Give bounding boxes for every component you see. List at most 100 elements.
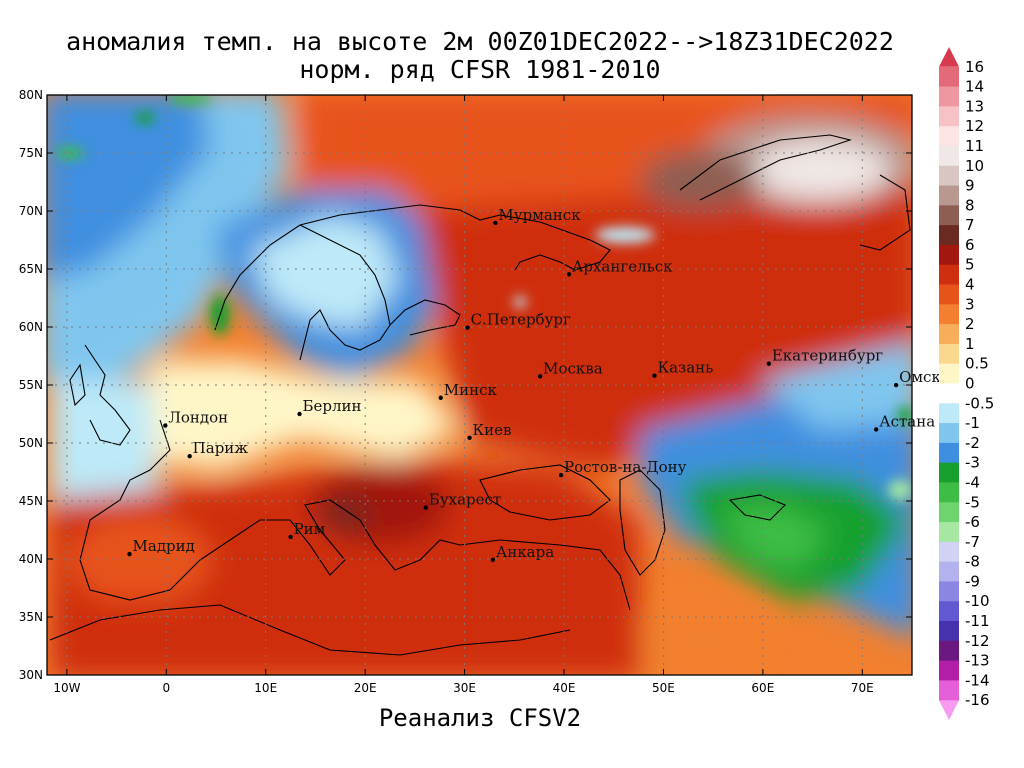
city-label: Астана	[879, 412, 935, 430]
coastlines	[49, 134, 911, 656]
legend-swatch	[939, 185, 959, 206]
legend-level-label: -0.5	[965, 394, 994, 412]
legend-swatch	[939, 264, 959, 286]
map-title-line-2: норм. ряд CFSR 1981-2010	[299, 55, 661, 84]
city-marker	[163, 423, 168, 428]
city-label: Мадрид	[133, 537, 195, 555]
legend-level-label: 5	[965, 256, 975, 274]
lon-tick-label: 10E	[254, 681, 277, 695]
city-marker	[297, 411, 302, 417]
legend-level-label: -2	[965, 434, 980, 452]
legend-level-label: -8	[965, 553, 980, 571]
city-label: Киев	[473, 421, 512, 439]
data-source-label: Реанализ CFSV2	[378, 704, 582, 732]
legend-swatch	[939, 601, 959, 622]
axis-ticks: 10W 0 10E 20E 30E 40E 50E 60E 70E 80N 75N 70N 65N 60N…	[19, 88, 912, 695]
legend-level-label: -10	[965, 592, 990, 610]
legend-level-label: 2	[965, 315, 975, 333]
legend-level-label: 3	[965, 295, 975, 313]
lat-tick-label: 75N	[19, 146, 43, 160]
legend-swatch	[939, 581, 959, 602]
legend-swatch	[939, 522, 959, 543]
graticule	[47, 95, 912, 675]
legend-swatch	[939, 423, 959, 444]
lat-tick-label: 30N	[19, 668, 43, 682]
legend-level-label: -1	[965, 414, 980, 432]
legend-swatch	[939, 403, 959, 424]
city-labels: Мурманск Архангельск С.Петербург Москва Каза…	[127, 206, 941, 563]
lon-tick-label: 10W	[53, 681, 80, 695]
legend-level-label: -5	[965, 493, 980, 511]
legend-level-label: -7	[965, 533, 980, 551]
legend-swatch	[939, 621, 959, 642]
legend-level-label: -14	[965, 671, 990, 689]
city-label: Рим	[294, 520, 326, 538]
legend-level-label: 0.5	[965, 355, 989, 373]
city-marker	[537, 374, 543, 379]
city-marker	[766, 361, 772, 366]
city-label: Омск	[899, 368, 941, 386]
city-label: Архангельск	[572, 257, 673, 275]
sweden-coast	[299, 224, 391, 361]
lat-tick-label: 55N	[19, 378, 43, 392]
city-marker	[558, 472, 564, 478]
legend-swatch	[939, 363, 959, 384]
city-label: Минск	[444, 381, 498, 399]
black-sea-coast	[479, 464, 611, 521]
city-marker	[893, 382, 899, 388]
lat-tick-label: 60N	[19, 320, 43, 334]
legend-swatch	[939, 304, 959, 325]
legend-level-label: -9	[965, 572, 980, 590]
aral-sea	[728, 494, 786, 521]
legend-level-label: 8	[965, 196, 975, 214]
city-label: С.Петербург	[471, 311, 571, 329]
scandinavia-kola-coast	[214, 204, 611, 331]
city-marker	[490, 557, 496, 563]
legend-level-label: 9	[965, 177, 975, 195]
city-marker	[423, 505, 429, 510]
lat-tick-label: 45N	[19, 494, 43, 508]
legend-swatch	[939, 541, 959, 563]
lat-tick-label: 70N	[19, 204, 43, 218]
legend-level-label: -11	[965, 612, 990, 630]
city-label: Бухарест	[429, 491, 501, 509]
city-marker	[288, 534, 293, 540]
city-label: Ростов-на-Дону	[564, 458, 687, 476]
legend-swatch	[939, 126, 959, 147]
yamal-coast	[859, 174, 911, 251]
legend-swatch	[939, 324, 959, 345]
lat-tick-label: 40N	[19, 552, 43, 566]
map-title-line-1: аномалия темп. на высоте 2м 00Z01DEC2022…	[66, 27, 894, 56]
city-marker	[438, 395, 443, 400]
mediterranean-north-coast	[79, 419, 631, 611]
lon-tick-label: 20E	[354, 681, 377, 695]
legend-level-label: 10	[965, 157, 984, 175]
legend-swatch	[939, 284, 959, 305]
legend-swatch	[939, 66, 959, 88]
legend-level-label: 14	[965, 78, 984, 96]
legend-level-label: 4	[965, 276, 975, 294]
finland-gulf	[389, 299, 461, 336]
legend-swatch	[939, 502, 959, 523]
britain-coast	[84, 344, 131, 446]
legend-swatch	[939, 86, 959, 107]
ireland-coast	[69, 363, 86, 407]
city-marker	[127, 551, 132, 557]
novaya-zemlya-coast	[679, 134, 852, 201]
legend-swatch-top-arrow	[939, 47, 959, 67]
city-label: Мурманск	[498, 206, 581, 224]
city-marker	[493, 220, 498, 226]
legend-swatch	[939, 482, 959, 503]
legend-level-label: -13	[965, 652, 990, 670]
legend-level-label: -6	[965, 513, 980, 531]
city-marker	[874, 427, 879, 432]
legend-swatch	[939, 383, 959, 404]
lon-tick-label: 40E	[553, 681, 576, 695]
city-marker	[465, 325, 470, 330]
legend-level-label: -12	[965, 632, 990, 650]
legend-swatch-bottom-arrow	[939, 700, 959, 720]
legend-swatch	[939, 561, 959, 582]
city-label: Москва	[543, 359, 603, 377]
